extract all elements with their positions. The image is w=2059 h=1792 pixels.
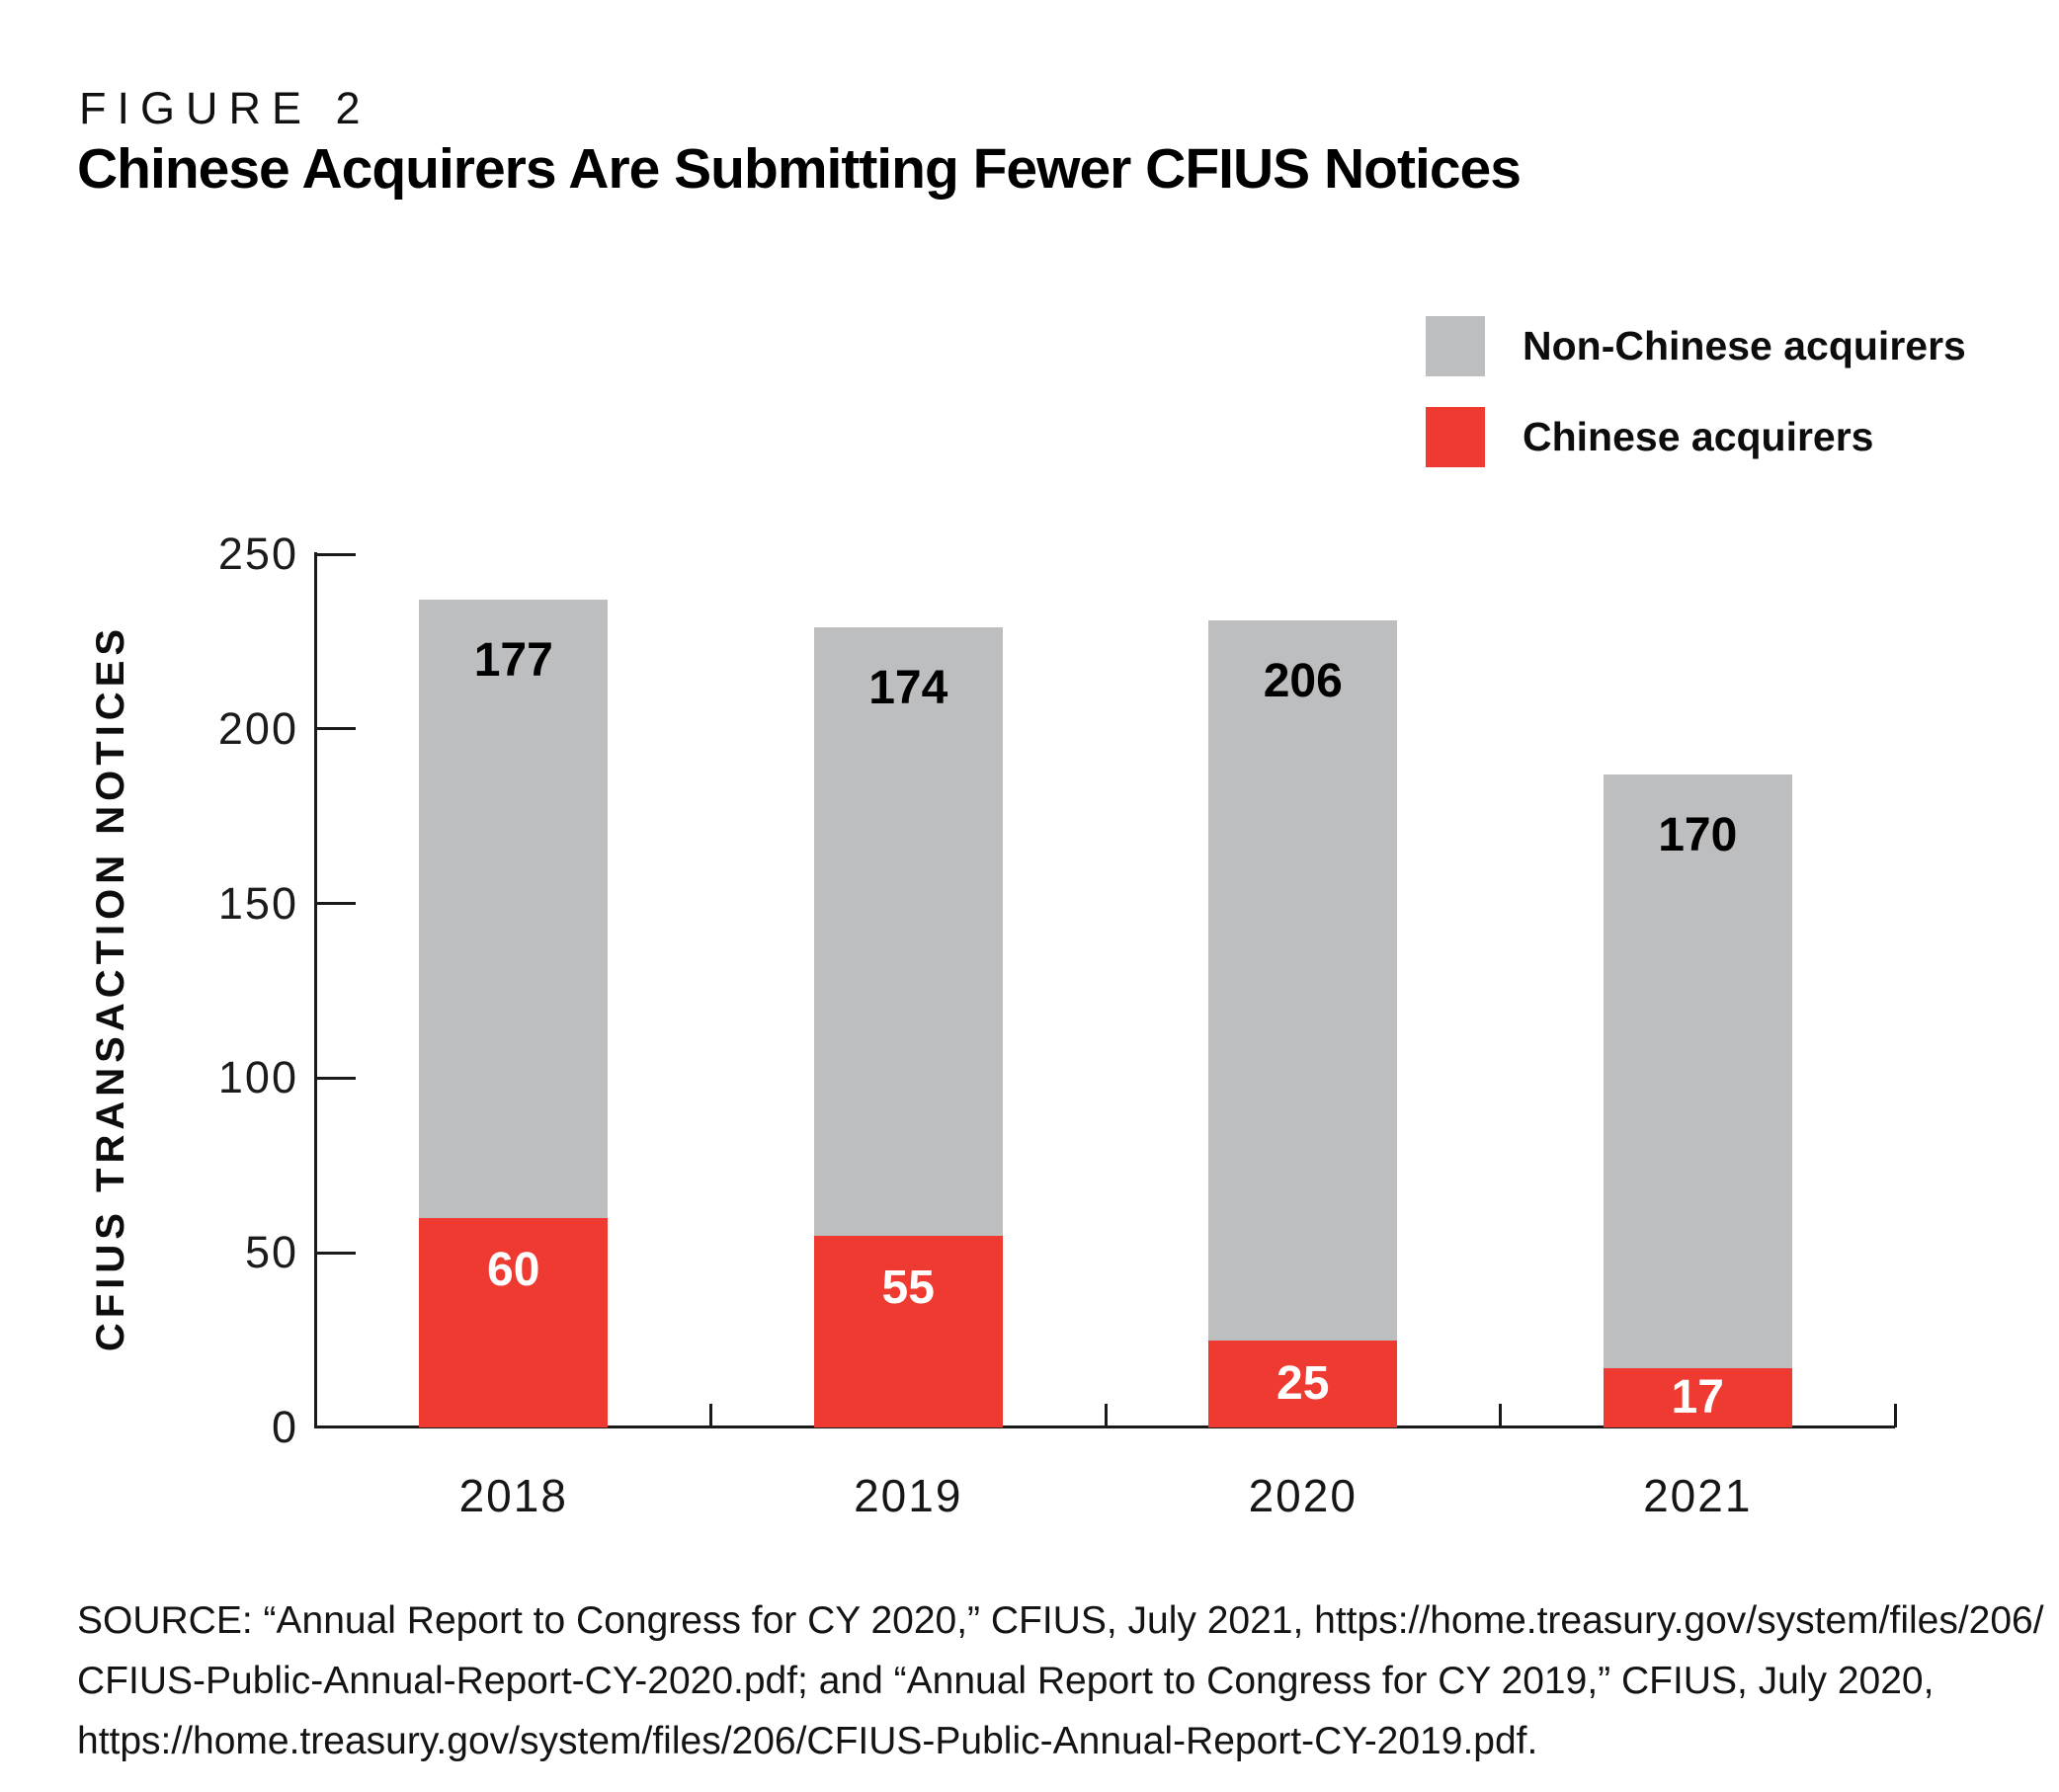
- bar-segment-non-chinese-acquirers-2018: [419, 599, 609, 1218]
- x-category-label-2019: 2019: [854, 1470, 963, 1521]
- bar-segment-chinese-acquirers-2021: [1603, 1367, 1792, 1427]
- y-axis-line: [314, 552, 317, 1428]
- y-tick-100: [316, 1076, 356, 1080]
- figure-title: Chinese Acquirers Are Submitting Fewer C…: [77, 137, 1522, 201]
- bar-value-2021-17: 17: [1671, 1370, 1724, 1424]
- bar-value-2020-25: 25: [1277, 1356, 1330, 1410]
- x-category-label-2021: 2021: [1643, 1470, 1753, 1521]
- bar-segment-chinese-acquirers-2019: [813, 1235, 1003, 1427]
- source-line-3: https://home.treasury.gov/system/files/2…: [77, 1720, 1538, 1762]
- x-tick-4: [1893, 1404, 1897, 1427]
- y-tick-50: [316, 1251, 356, 1255]
- y-tick-label-50: 50: [244, 1227, 298, 1278]
- legend-swatch-chinese: [1426, 407, 1485, 467]
- y-axis-title: CFIUS TRANSACTION NOTICES: [89, 623, 132, 1352]
- bar-segment-non-chinese-acquirers-2019: [813, 627, 1003, 1236]
- legend-label-chinese: Chinese acquirers: [1523, 414, 1874, 459]
- legend-label-non-chinese: Non-Chinese acquirers: [1523, 323, 1966, 368]
- y-tick-250: [316, 552, 356, 556]
- bar-value-2018-60: 60: [487, 1243, 540, 1296]
- legend-swatch-non-chinese: [1426, 316, 1485, 376]
- bar-segment-chinese-acquirers-2020: [1208, 1340, 1398, 1427]
- bar-segment-chinese-acquirers-2018: [419, 1217, 609, 1427]
- source-line-2: CFIUS-Public-Annual-Report-CY-2020.pdf; …: [77, 1660, 1935, 1702]
- bar-segment-non-chinese-acquirers-2021: [1603, 774, 1792, 1368]
- y-tick-200: [316, 727, 356, 731]
- bar-value-2019-55: 55: [881, 1261, 935, 1314]
- x-category-label-2020: 2020: [1248, 1470, 1358, 1521]
- y-tick-label-100: 100: [217, 1052, 298, 1103]
- y-tick-label-0: 0: [271, 1402, 298, 1452]
- y-tick-label-200: 200: [217, 702, 298, 754]
- y-tick-150: [316, 902, 356, 906]
- y-tick-label-250: 250: [217, 529, 298, 579]
- bar-value-2019-174: 174: [868, 662, 948, 715]
- x-category-label-2018: 2018: [458, 1470, 568, 1521]
- bar-value-2020-206: 206: [1263, 655, 1343, 708]
- x-tick-2: [1104, 1404, 1108, 1427]
- x-tick-3: [1499, 1404, 1502, 1427]
- source-line-1: SOURCE: “Annual Report to Congress for C…: [77, 1599, 2044, 1642]
- source-note: SOURCE: “Annual Report to Congress for C…: [77, 1590, 2044, 1771]
- bar-value-2021-170: 170: [1658, 808, 1738, 861]
- bar-segment-non-chinese-acquirers-2020: [1208, 620, 1398, 1341]
- figure-number: FIGURE 2: [79, 83, 371, 133]
- x-tick-1: [709, 1404, 712, 1427]
- y-tick-label-150: 150: [217, 877, 298, 929]
- bar-value-2018-177: 177: [473, 633, 553, 687]
